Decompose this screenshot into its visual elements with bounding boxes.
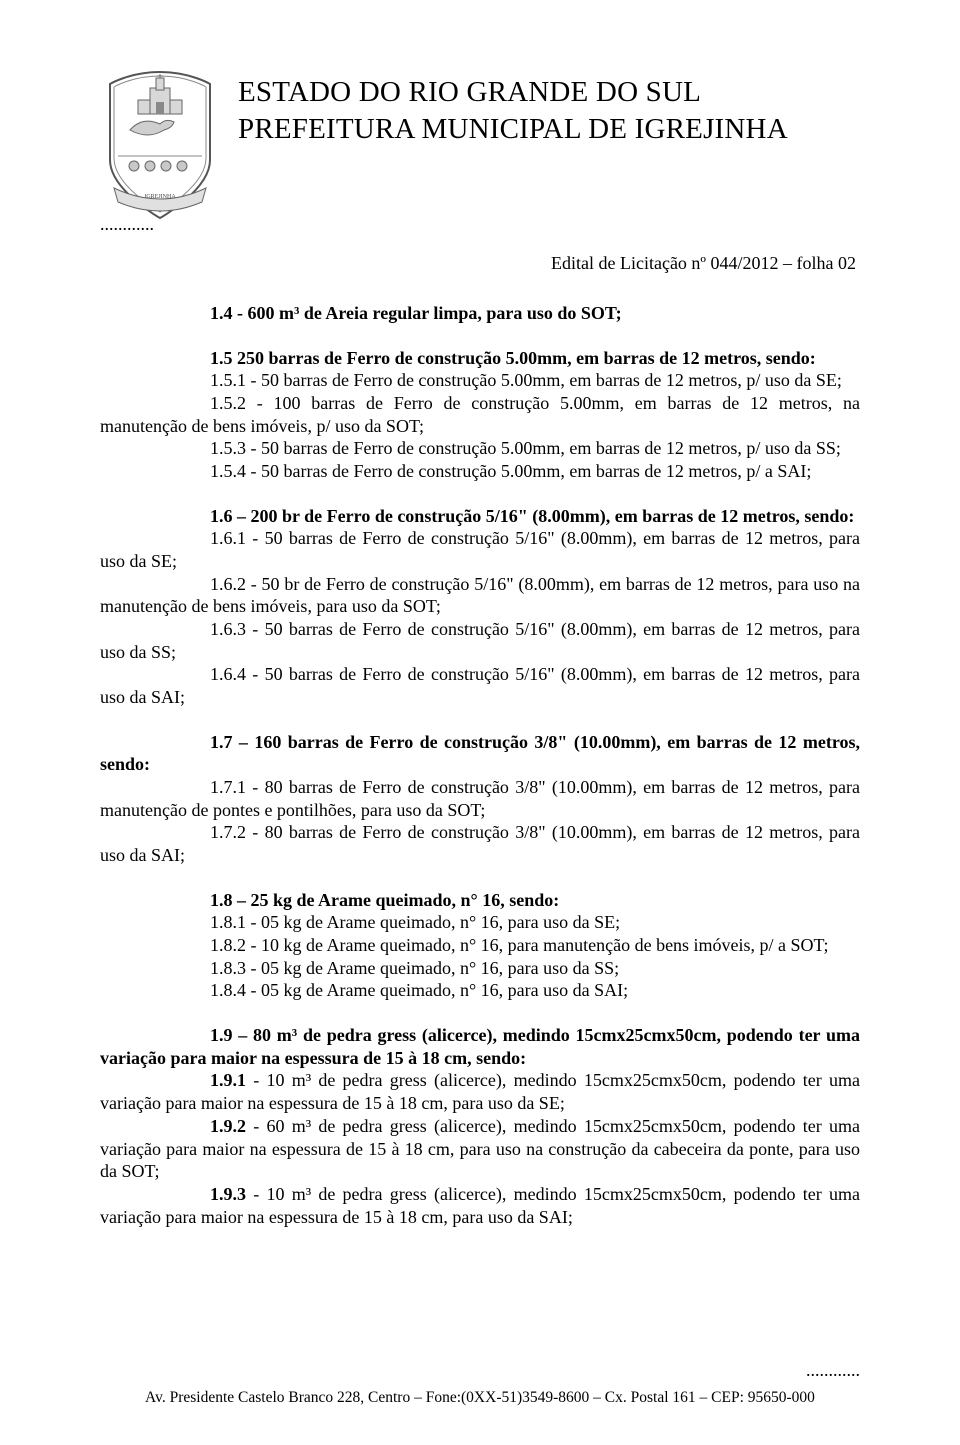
item-1-7-lead: 1.7 – 160 barras de Ferro de construção … [100, 731, 860, 776]
item-1-9-3-num: 1.9.3 [210, 1184, 246, 1204]
section-1-5: 1.5 250 barras de Ferro de construção 5.… [100, 347, 860, 483]
item-1-5-lead: 1.5 250 barras de Ferro de construção 5.… [100, 347, 860, 370]
body-text: 1.4 - 600 m³ de Areia regular limpa, par… [100, 302, 860, 1228]
crest-icon: IGREJINHA [100, 70, 220, 220]
item-1-6-3: 1.6.3 - 50 barras de Ferro de construção… [100, 618, 860, 663]
item-1-9-2-num: 1.9.2 [210, 1116, 246, 1136]
item-1-6-1: 1.6.1 - 50 barras de Ferro de construção… [100, 527, 860, 572]
footer-address: Av. Presidente Castelo Branco 228, Centr… [0, 1389, 960, 1407]
page: IGREJINHA ESTADO DO RIO GRANDE DO SUL PR… [0, 0, 960, 1445]
item-1-8-2: 1.8.2 - 10 kg de Arame queimado, n° 16, … [100, 934, 860, 957]
letterhead: IGREJINHA ESTADO DO RIO GRANDE DO SUL PR… [100, 70, 860, 220]
item-1-8-3: 1.8.3 - 05 kg de Arame queimado, n° 16, … [100, 957, 860, 980]
state-title: ESTADO DO RIO GRANDE DO SUL [238, 76, 788, 109]
edital-line: Edital de Licitação nº 044/2012 – folha … [100, 253, 860, 274]
item-1-7-2: 1.7.2 - 80 barras de Ferro de construção… [100, 821, 860, 866]
item-1-9-lead: 1.9 – 80 m³ de pedra gress (alicerce), m… [100, 1024, 860, 1069]
item-1-9-1-num: 1.9.1 [210, 1070, 246, 1090]
item-1-4: 1.4 - 600 m³ de Areia regular limpa, par… [100, 302, 860, 325]
dots-right: ............ [806, 1360, 860, 1381]
item-1-8-4: 1.8.4 - 05 kg de Arame queimado, n° 16, … [100, 979, 860, 1002]
item-1-5-3: 1.5.3 - 50 barras de Ferro de construção… [100, 437, 860, 460]
header-titles: ESTADO DO RIO GRANDE DO SUL PREFEITURA M… [238, 70, 788, 146]
item-1-6-4: 1.6.4 - 50 barras de Ferro de construção… [100, 663, 860, 708]
section-1-9: 1.9 – 80 m³ de pedra gress (alicerce), m… [100, 1024, 860, 1228]
item-1-5-2: 1.5.2 - 100 barras de Ferro de construçã… [100, 392, 860, 437]
item-1-9-1: 1.9.1 - 10 m³ de pedra gress (alicerce),… [100, 1069, 860, 1114]
item-1-8-1: 1.8.1 - 05 kg de Arame queimado, n° 16, … [100, 911, 860, 934]
item-1-6-lead: 1.6 – 200 br de Ferro de construção 5/16… [100, 505, 860, 528]
item-1-7-1: 1.7.1 - 80 barras de Ferro de construção… [100, 776, 860, 821]
item-1-9-3: 1.9.3 - 10 m³ de pedra gress (alicerce),… [100, 1183, 860, 1228]
svg-text:IGREJINHA: IGREJINHA [144, 194, 176, 200]
item-1-5-1: 1.5.1 - 50 barras de Ferro de construção… [100, 369, 860, 392]
item-1-5-4: 1.5.4 - 50 barras de Ferro de construção… [100, 460, 860, 483]
section-1-8: 1.8 – 25 kg de Arame queimado, n° 16, se… [100, 889, 860, 1002]
city-title: PREFEITURA MUNICIPAL DE IGREJINHA [238, 113, 788, 146]
section-1-6: 1.6 – 200 br de Ferro de construção 5/16… [100, 505, 860, 709]
section-1-7: 1.7 – 160 barras de Ferro de construção … [100, 731, 860, 867]
item-1-9-2: 1.9.2 - 60 m³ de pedra gress (alicerce),… [100, 1115, 860, 1183]
item-1-6-2: 1.6.2 - 50 br de Ferro de construção 5/1… [100, 573, 860, 618]
item-1-8-lead: 1.8 – 25 kg de Arame queimado, n° 16, se… [100, 889, 860, 912]
